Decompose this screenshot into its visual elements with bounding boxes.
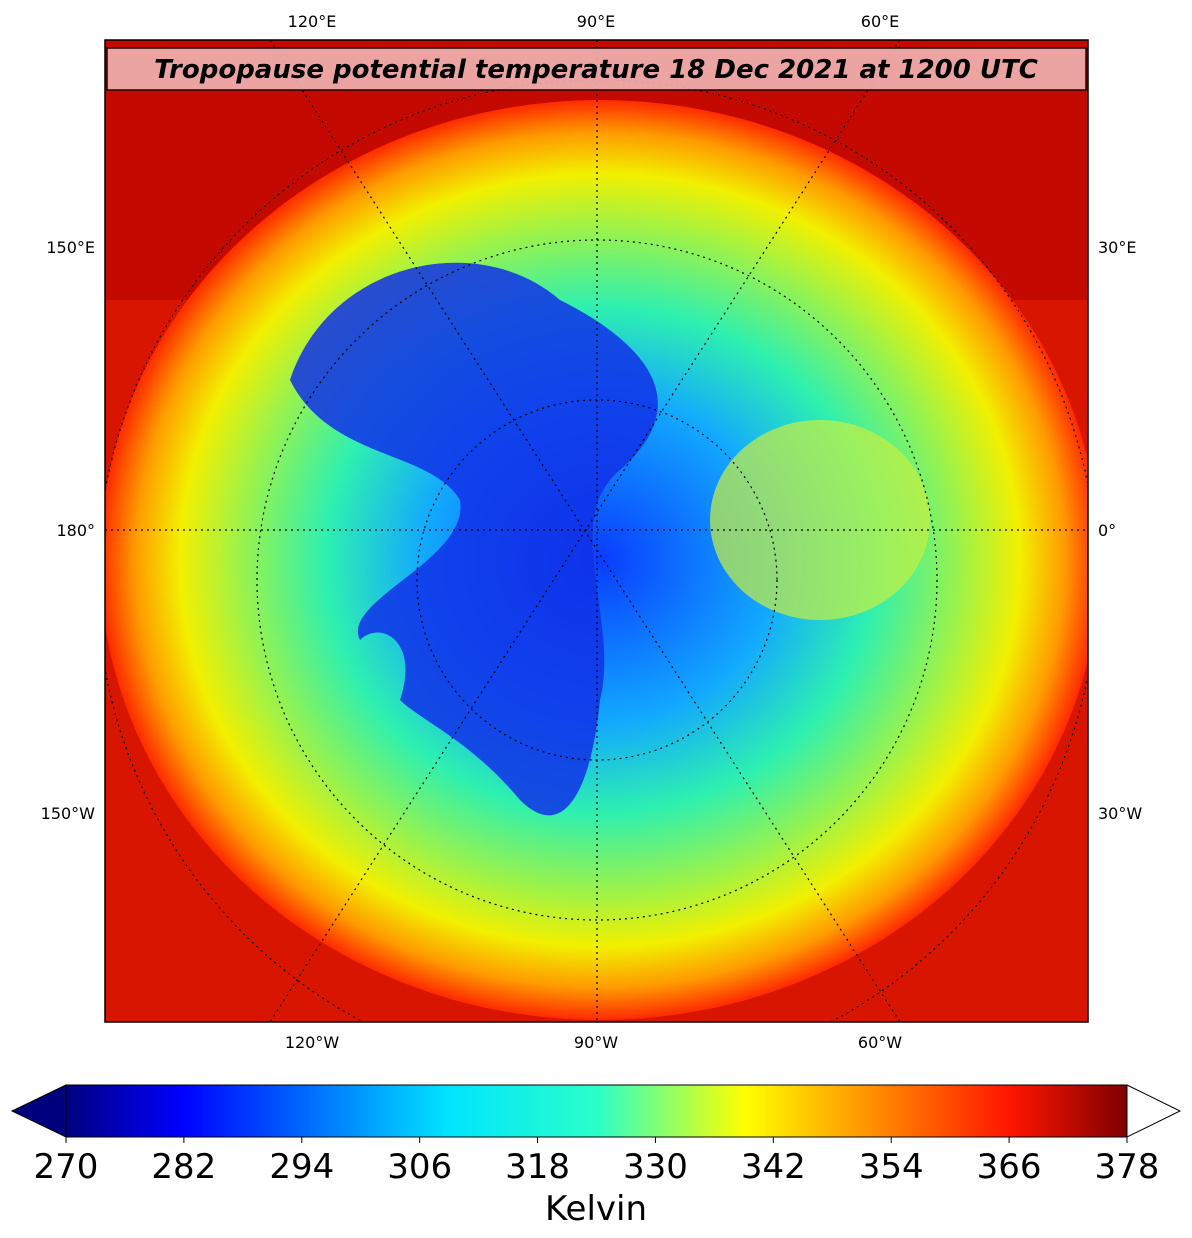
lat-label: 30°W [1098, 804, 1142, 823]
colorbar-frame [65, 1084, 1128, 1138]
map-temperature [105, 100, 1088, 1020]
colorbar-tick-label: 306 [387, 1147, 452, 1187]
lon-label: 90°W [574, 1033, 618, 1052]
lon-label: 120°E [288, 12, 337, 31]
colorbar-tick-label: 378 [1095, 1147, 1160, 1187]
lat-label: 0° [1098, 521, 1116, 540]
colorbar-extend-max [1126, 1084, 1182, 1138]
colorbar-gradient [66, 1085, 1127, 1137]
colorbar: 270 282 294 306 318 330 342 354 366 378 Kelvin [10, 1084, 1182, 1229]
colorbar-tick-label: 354 [859, 1147, 924, 1187]
colorbar-extend-min [10, 1084, 67, 1138]
lat-label: 30°E [1098, 238, 1136, 257]
lon-label: 60°E [861, 12, 899, 31]
colorbar-tick-label: 330 [623, 1147, 688, 1187]
map-cold-pool [290, 262, 658, 816]
map-field: Tropopause potential temperature 18 Dec … [105, 40, 1088, 1022]
lat-label: 150°E [46, 238, 95, 257]
lat-label: 150°W [41, 804, 96, 823]
lon-label: 60°W [858, 1033, 902, 1052]
colorbar-tick-label: 366 [977, 1147, 1042, 1187]
colorbar-label: Kelvin [545, 1189, 647, 1229]
colorbar-tick-label: 282 [151, 1147, 216, 1187]
title-box [106, 47, 1087, 91]
map-frame [104, 39, 1089, 1023]
lat-label: 180° [56, 521, 95, 540]
graticule [105, 40, 1088, 1022]
colorbar-tick-label: 294 [269, 1147, 334, 1187]
map-ridge [710, 420, 930, 620]
lon-label: 90°E [577, 12, 615, 31]
lon-label: 120°W [285, 1033, 340, 1052]
colorbar-tick-label: 270 [34, 1147, 99, 1187]
map-title: Tropopause potential temperature 18 Dec … [154, 55, 1038, 85]
colorbar-tick-label: 318 [505, 1147, 570, 1187]
colorbar-tick-label: 342 [741, 1147, 806, 1187]
